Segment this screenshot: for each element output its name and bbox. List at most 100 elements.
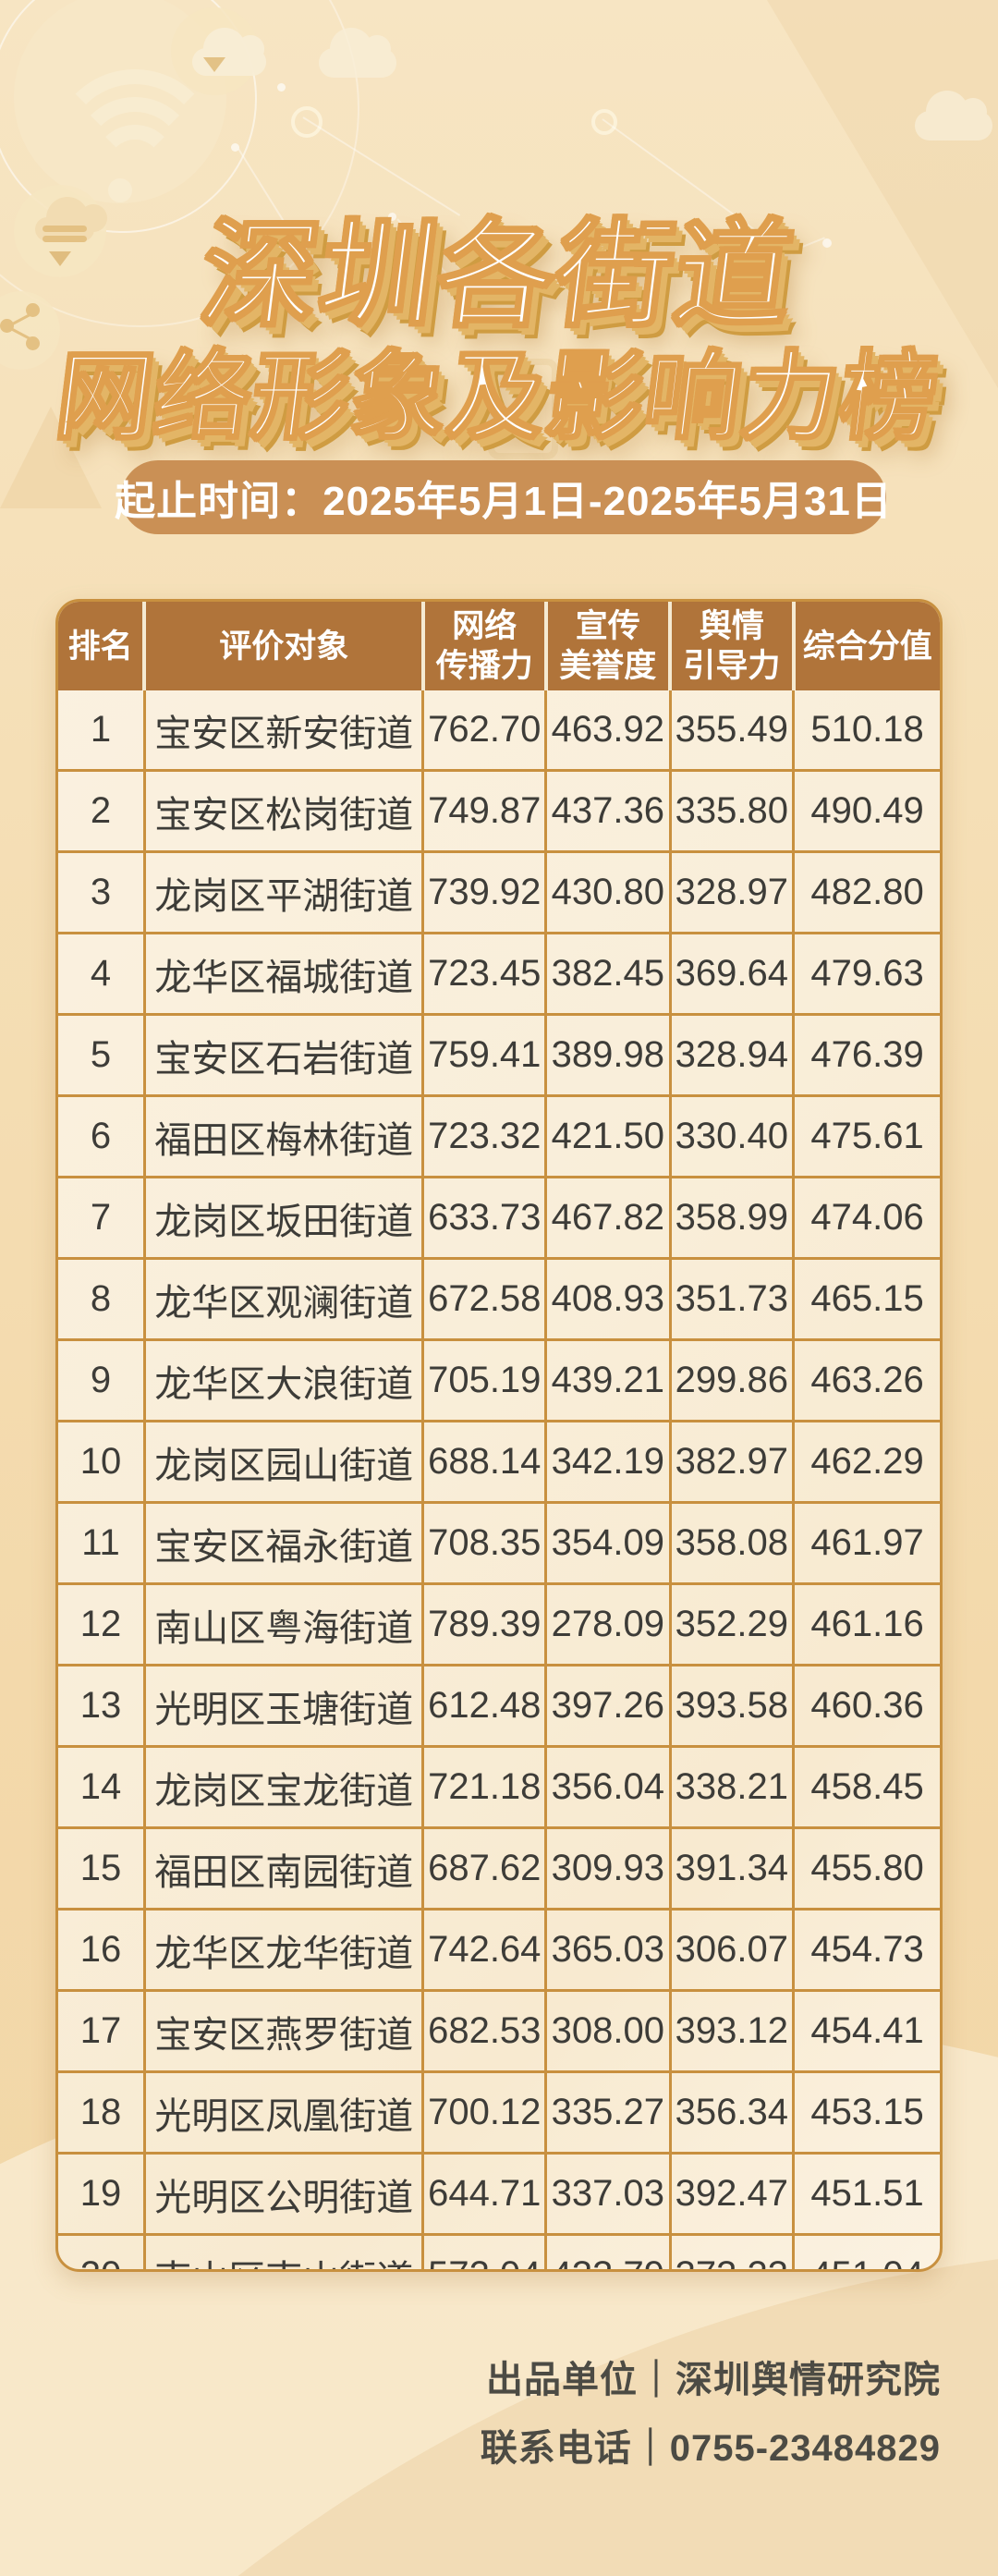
cell-guidance: 338.21 — [668, 1745, 794, 1828]
cell-composite: 454.73 — [792, 1908, 940, 1991]
cell-guidance: 393.12 — [668, 1989, 794, 2072]
cell-spread: 705.19 — [421, 1338, 546, 1422]
table-row: 16 龙华区龙华街道 742.64 365.03 306.07 454.73 — [58, 1908, 940, 1991]
network-dot — [231, 143, 239, 152]
cell-rank: 1 — [90, 709, 112, 750]
date-range-text: 起止时间：2025年5月1日-2025年5月31日 — [115, 479, 893, 524]
cell-composite: 455.80 — [792, 1826, 940, 1910]
cell-spread: 612.48 — [421, 1664, 546, 1747]
cell-name: 光明区玉塘街道 — [142, 1664, 423, 1747]
footer: 出品单位｜深圳舆情研究院 联系电话｜0755-23484829 — [481, 2346, 941, 2483]
cell-reputation: 467.82 — [544, 1176, 671, 1259]
cell-composite: 460.36 — [792, 1664, 940, 1747]
cloud-icon — [319, 28, 396, 78]
cell-guidance: 358.08 — [668, 1501, 794, 1584]
cell-composite: 454.41 — [792, 1989, 940, 2072]
cell-guidance: 330.40 — [668, 1094, 794, 1178]
table-row: 7 龙岗区坂田街道 633.73 467.82 358.99 474.06 — [58, 1176, 940, 1259]
decor-circle — [14, 0, 226, 203]
cell-reputation: 278.09 — [544, 1582, 671, 1666]
cell-reputation: 463.92 — [544, 690, 671, 771]
table-row: 2 宝安区松岗街道 749.87 437.36 335.80 490.49 — [58, 769, 940, 852]
column-header-5: 舆情 引导力 — [668, 602, 794, 690]
cell-composite: 453.15 — [792, 2070, 940, 2154]
table-row: 4 龙华区福城街道 723.45 382.45 369.64 479.63 — [58, 932, 940, 1015]
cell-spread: 742.64 — [421, 1908, 546, 1991]
cell-guidance: 299.86 — [668, 1338, 794, 1422]
table-row: 18 光明区凤凰街道 700.12 335.27 356.34 453.15 — [58, 2070, 940, 2154]
cell-spread: 708.35 — [421, 1501, 546, 1584]
cell-name: 宝安区福永街道 — [142, 1501, 423, 1584]
cell-name: 福田区南园街道 — [142, 1826, 423, 1910]
cell-guidance: 358.99 — [668, 1176, 794, 1259]
cell-rank: 14 — [58, 1745, 145, 1828]
cell-composite: 474.06 — [792, 1176, 940, 1259]
cell-guidance: 328.97 — [668, 850, 794, 934]
cell-name: 宝安区燕罗街道 — [142, 1989, 423, 2072]
cell-reputation: 337.03 — [544, 2152, 671, 2235]
table-row: 19 光明区公明街道 644.71 337.03 392.47 451.51 — [58, 2152, 940, 2235]
cloud-download-badge — [171, 7, 259, 95]
cell-composite: 451.51 — [792, 2152, 940, 2235]
cell-spread: 700.12 — [421, 2070, 546, 2154]
contact-line: 联系电话｜0755-23484829 — [480, 2428, 941, 2469]
cell-guidance: 335.80 — [668, 769, 794, 852]
cell-name: 龙华区观澜街道 — [142, 1257, 423, 1340]
column-header-4: 宣传 美誉度 — [543, 602, 671, 690]
cell-reputation: 433.79 — [544, 2233, 671, 2269]
column-header-6: 综合分值 — [791, 602, 940, 690]
cell-composite: 476.39 — [792, 1013, 940, 1096]
cell-spread: 633.73 — [421, 1176, 546, 1259]
network-node — [291, 106, 323, 138]
cell-name: 南山区南山街道 — [142, 2233, 423, 2269]
cell-composite: 463.26 — [792, 1338, 940, 1422]
cell-reputation: 430.80 — [544, 850, 671, 934]
cell-spread: 682.53 — [421, 1989, 546, 2072]
cell-reputation: 335.27 — [544, 2070, 671, 2154]
column-header-2: 评价对象 — [142, 602, 423, 690]
cell-name: 宝安区松岗街道 — [142, 769, 423, 852]
cell-guidance: 356.34 — [668, 2070, 794, 2154]
cell-rank: 19 — [58, 2152, 145, 2235]
cell-reputation: 382.45 — [544, 932, 671, 1015]
cell-composite: 465.15 — [792, 1257, 940, 1340]
cell-guidance: 352.29 — [668, 1582, 794, 1666]
cell-spread: 672.58 — [421, 1257, 546, 1340]
cell-name: 龙华区龙华街道 — [142, 1908, 423, 1991]
cell-rank: 11 — [58, 1501, 145, 1584]
cell-rank: 3 — [58, 850, 145, 934]
network-dot — [277, 83, 286, 92]
cell-guidance: 351.73 — [668, 1257, 794, 1340]
cell-spread: 723.32 — [421, 1094, 546, 1178]
cell-spread: 721.18 — [421, 1745, 546, 1828]
table-row: 10 龙岗区园山街道 688.14 342.19 382.97 462.29 — [58, 1420, 940, 1503]
table-row: 17 宝安区燕罗街道 682.53 308.00 393.12 454.41 — [58, 1989, 940, 2072]
cell-spread: 749.87 — [421, 769, 546, 852]
cell-spread: 723.45 — [421, 932, 546, 1015]
cell-name: 宝安区石岩街道 — [142, 1013, 423, 1096]
cell-rank: 4 — [58, 932, 145, 1015]
cell-rank: 8 — [58, 1257, 145, 1340]
cell-spread: 762.70 — [421, 690, 546, 771]
table-row: 8 龙华区观澜街道 672.58 408.93 351.73 465.15 — [58, 1257, 940, 1340]
cell-composite: 451.04 — [792, 2233, 940, 2269]
table-row: 1 宝安区新安街道 762.70 463.92 355.49 510.18 — [58, 690, 940, 771]
download-arrow-icon — [203, 57, 225, 72]
table-row: 5 宝安区石岩街道 759.41 389.98 328.94 476.39 — [58, 1013, 940, 1096]
cell-reputation: 308.00 — [544, 1989, 671, 2072]
cell-guidance: 328.94 — [668, 1013, 794, 1096]
table-row: 3 龙岗区平湖街道 739.92 430.80 328.97 482.80 — [58, 850, 940, 934]
cell-rank: 7 — [58, 1176, 145, 1259]
cell-name: 龙岗区坂田街道 — [142, 1176, 423, 1259]
cell-name: 龙岗区平湖街道 — [142, 850, 423, 934]
producer-line: 出品单位｜深圳舆情研究院 — [486, 2360, 941, 2400]
cell-rank: 5 — [58, 1013, 145, 1096]
cell-rank: 13 — [58, 1664, 145, 1747]
cloud-icon — [915, 91, 992, 140]
cell-reputation: 354.09 — [544, 1501, 671, 1584]
cell-rank: 20 — [58, 2233, 145, 2269]
column-header-3: 网络 传播力 — [420, 602, 546, 690]
cell-guidance: 392.47 — [668, 2152, 794, 2235]
cell-composite: 510.18 — [792, 690, 940, 771]
